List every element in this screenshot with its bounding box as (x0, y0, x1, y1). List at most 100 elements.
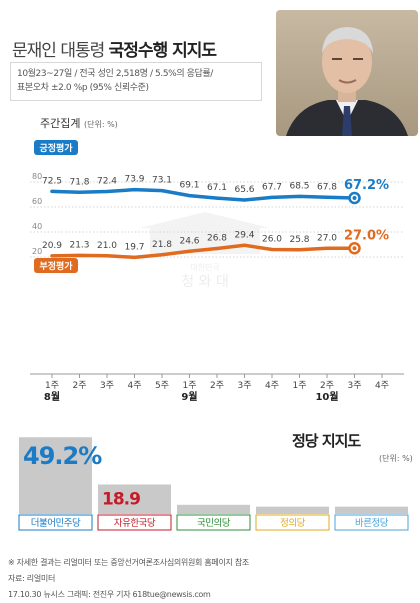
data-point (215, 246, 219, 251)
series-line-positive (50, 187, 357, 202)
y-tick-label: 80 (32, 172, 42, 181)
x-tick-label: 2주 (320, 380, 334, 391)
party-value-label: 49.2% (23, 442, 102, 470)
weekly-unit: (단위: %) (83, 120, 118, 129)
data-label: 67.7 (262, 182, 282, 192)
party-name-box (176, 514, 251, 531)
party-name-label: 자유한국당 (114, 518, 156, 529)
series-line-negative (50, 243, 357, 260)
data-point (160, 253, 164, 257)
data-label: 72.5 (42, 176, 62, 186)
data-label: 19.7 (124, 242, 144, 252)
data-label: 27.0% (344, 228, 389, 243)
x-tick-label: 4주 (375, 380, 389, 391)
party-bar (19, 437, 92, 514)
party-bar (256, 506, 329, 514)
footnote-source: 자료: 리얼미터 (8, 574, 55, 583)
page-title: 문재인 대통령 국정수행 지지도 (12, 36, 217, 61)
footnote-credit: 17.10.30 뉴시스 그래픽: 전진우 기자 618tue@newsis.c… (8, 590, 211, 599)
data-point (77, 190, 82, 194)
portrait-illustration (276, 10, 418, 136)
data-point (325, 195, 329, 199)
footnote-reference: ※ 자세한 결과는 리얼미터 또는 중앙선거여론조사심의위원회 홈페이지 참조 (8, 558, 249, 567)
data-point (242, 243, 247, 247)
watermark-line-1: 대한민국 (190, 262, 219, 272)
data-label: 67.2% (344, 178, 389, 193)
footnotes: ※ 자세한 결과는 리얼미터 또는 중앙선거여론조사심의위원회 홈페이지 참조 … (8, 555, 249, 603)
data-point (160, 189, 164, 193)
x-tick-label: 1주 (292, 380, 306, 391)
data-label: 26.0 (262, 235, 282, 245)
x-tick-label: 3주 (347, 380, 361, 391)
watermark-roof (140, 212, 270, 228)
data-point (215, 196, 219, 200)
weekly-title-text: 주간집계 (40, 117, 81, 130)
survey-info-line-1: 10월23~27일 / 전국 성인 2,518명 / 5.5%의 응답률/ (17, 69, 213, 79)
data-label: 72.4 (97, 177, 117, 187)
data-point (50, 189, 54, 193)
party-bar (98, 484, 171, 514)
title-prefix: 문재인 대통령 (12, 41, 105, 61)
y-tick-label: 20 (32, 247, 42, 256)
party-value-label: 18.9 (102, 490, 140, 510)
data-point (132, 188, 137, 192)
x-tick-label: 4주 (265, 380, 279, 391)
x-tick-label: 1주 (182, 380, 196, 391)
data-label: 69.1 (179, 181, 199, 191)
series-label-box (34, 258, 78, 273)
data-label: 65.6 (234, 185, 254, 195)
series-label: 부정평가 (39, 260, 73, 272)
x-tick-label: 3주 (237, 380, 251, 391)
data-point (270, 195, 274, 199)
data-label: 67.1 (207, 183, 227, 193)
x-tick-label: 4주 (127, 380, 141, 391)
watermark-line-2: 청 와 대 (181, 274, 229, 290)
data-point (132, 255, 137, 259)
month-label: 9월 (181, 391, 197, 403)
data-point (77, 253, 82, 257)
series-label-box (34, 140, 78, 155)
data-point-final-dot (352, 246, 357, 251)
x-tick-label: 5주 (155, 380, 169, 391)
data-point-final-dot (352, 196, 357, 200)
party-name-box (334, 514, 409, 531)
party-name-label: 정의당 (280, 518, 305, 529)
data-label: 29.4 (234, 230, 254, 240)
data-point (325, 246, 329, 250)
data-label: 21.3 (69, 240, 89, 250)
party-name-box (97, 514, 172, 531)
x-tick-label: 2주 (72, 380, 86, 391)
data-label: 26.8 (207, 234, 227, 244)
data-label: 27.0 (317, 233, 337, 243)
party-name-label: 국민의당 (197, 518, 231, 529)
y-tick-label: 60 (32, 197, 42, 206)
data-point (105, 189, 109, 194)
survey-info-box: 10월23~27일 / 전국 성인 2,518명 / 5.5%의 응답률/ 표본… (10, 62, 262, 101)
month-label: 8월 (44, 391, 60, 403)
x-tick-label: 2주 (210, 380, 224, 391)
data-point (187, 194, 192, 198)
party-chart-title: 정당 지지도 (292, 432, 361, 450)
data-label: 25.8 (289, 235, 309, 245)
president-portrait (276, 10, 418, 136)
data-label: 21.8 (152, 240, 172, 250)
data-point (270, 247, 274, 252)
party-name-box (18, 514, 93, 531)
data-point (105, 254, 109, 258)
data-point (50, 254, 54, 258)
y-tick-label: 40 (32, 222, 42, 231)
party-name-label: 더불어민주당 (31, 518, 81, 529)
data-label: 21.0 (97, 241, 117, 251)
data-label: 73.9 (124, 175, 144, 185)
data-point (297, 248, 302, 252)
survey-info-line-2: 표본오차 ±2.0 %p (95% 신뢰수준) (17, 83, 149, 93)
series-label: 긍정평가 (39, 142, 73, 154)
x-tick-label: 3주 (100, 380, 114, 391)
data-label: 71.8 (69, 177, 89, 187)
weekly-chart-title: 주간집계 (단위: %) (40, 115, 118, 131)
party-bar (335, 506, 408, 514)
data-label: 67.8 (317, 182, 337, 192)
data-point (242, 198, 247, 202)
